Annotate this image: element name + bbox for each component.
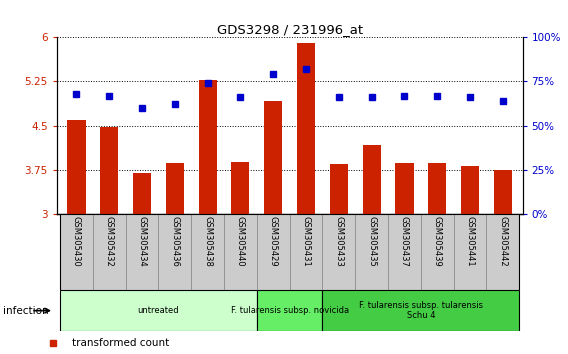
- Bar: [290, 214, 323, 290]
- Bar: [264, 101, 282, 214]
- Bar: [486, 214, 519, 290]
- Bar: [323, 214, 355, 290]
- Text: transformed count: transformed count: [72, 338, 169, 348]
- Bar: [297, 43, 315, 214]
- Bar: [395, 163, 414, 214]
- Text: GSM305433: GSM305433: [335, 216, 344, 267]
- Bar: [494, 170, 512, 214]
- Bar: [362, 145, 381, 214]
- Title: GDS3298 / 231996_at: GDS3298 / 231996_at: [216, 23, 363, 36]
- Bar: [428, 163, 446, 214]
- Text: GSM305439: GSM305439: [433, 216, 442, 267]
- Text: F. tularensis subsp. novicida: F. tularensis subsp. novicida: [231, 306, 349, 315]
- Bar: [60, 214, 93, 290]
- Text: GSM305432: GSM305432: [105, 216, 114, 267]
- Text: F. tularensis subsp. tularensis
Schu 4: F. tularensis subsp. tularensis Schu 4: [359, 301, 483, 320]
- Bar: [60, 290, 257, 331]
- Bar: [133, 173, 151, 214]
- Text: GSM305429: GSM305429: [269, 216, 278, 267]
- Text: GSM305442: GSM305442: [498, 216, 507, 267]
- Bar: [388, 214, 421, 290]
- Text: GSM305431: GSM305431: [302, 216, 311, 267]
- Bar: [68, 120, 86, 214]
- Bar: [224, 214, 257, 290]
- Text: GSM305434: GSM305434: [137, 216, 147, 267]
- Bar: [355, 214, 388, 290]
- Bar: [323, 290, 519, 331]
- Bar: [126, 214, 158, 290]
- Text: infection: infection: [3, 306, 48, 316]
- Bar: [101, 127, 118, 214]
- Text: GSM305437: GSM305437: [400, 216, 409, 267]
- Bar: [330, 164, 348, 214]
- Bar: [191, 214, 224, 290]
- Bar: [454, 214, 486, 290]
- Bar: [199, 80, 217, 214]
- Bar: [158, 214, 191, 290]
- Text: GSM305435: GSM305435: [367, 216, 376, 267]
- Text: GSM305430: GSM305430: [72, 216, 81, 267]
- Bar: [421, 214, 454, 290]
- Bar: [257, 290, 323, 331]
- Bar: [232, 162, 249, 214]
- Text: GSM305441: GSM305441: [466, 216, 475, 267]
- Text: GSM305436: GSM305436: [170, 216, 179, 267]
- Bar: [93, 214, 126, 290]
- Bar: [461, 166, 479, 214]
- Text: untreated: untreated: [137, 306, 179, 315]
- Text: GSM305440: GSM305440: [236, 216, 245, 267]
- Bar: [257, 214, 290, 290]
- Bar: [166, 163, 184, 214]
- Text: GSM305438: GSM305438: [203, 216, 212, 267]
